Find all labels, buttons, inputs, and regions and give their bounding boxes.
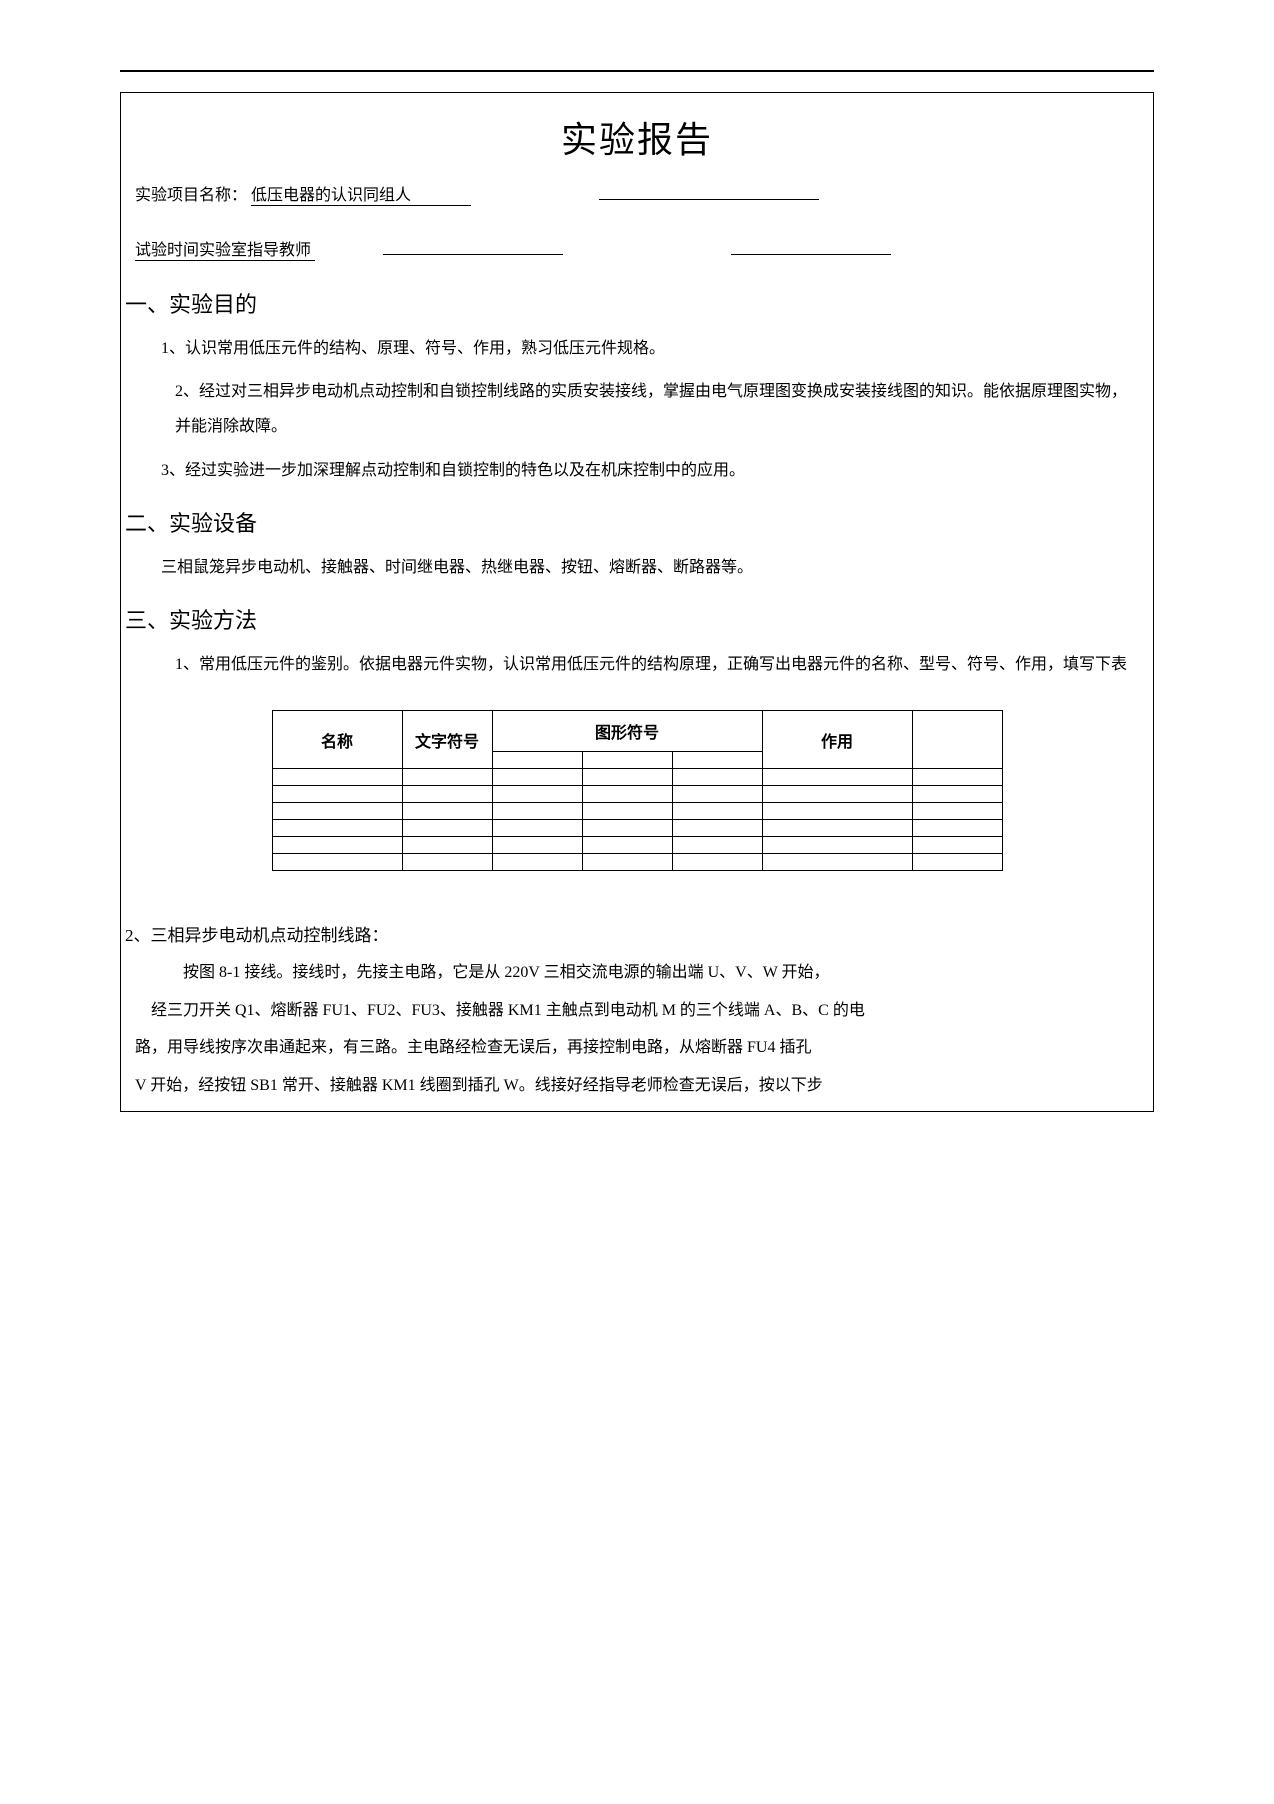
row-label [272,820,402,837]
cell [492,854,582,871]
th-name: 名称 [272,711,402,769]
s1-p3: 3、经过实验进一步加深理解点动控制和自锁控制的特色以及在机床控制中的应用。 [121,449,1153,492]
section-1-title: 一、实验目的 [121,273,1153,327]
s4-p3: 路，用导线按序次串通起来，有三路。主电路经检查无误后，再接控制电路，从熔断器 F… [121,1029,1153,1067]
cell [672,820,762,837]
th-text-symbol: 文字符号 [402,711,492,769]
cell [762,769,912,786]
cell [762,786,912,803]
report-title: 实验报告 [121,93,1153,175]
cell [582,769,672,786]
cell [912,854,1002,871]
time-lab-teacher-label: 试验时间实验室指导教师 [135,236,315,261]
cell [402,854,492,871]
section-4-title: 2、三相异步电动机点动控制线路： [121,901,1153,954]
cell [402,820,492,837]
th-sub3 [672,752,762,769]
cell [762,837,912,854]
cell [912,803,1002,820]
cell [582,803,672,820]
s1-p1: 1、认识常用低压元件的结构、原理、符号、作用，熟习低压元件规格。 [121,327,1153,370]
cell [492,786,582,803]
cell [762,820,912,837]
report-container: 实验报告 实验项目名称： 低压电器的认识同组人 试验时间实验室指导教师 一、实验… [120,92,1154,1112]
s3-p1-text: 1、常用低压元件的鉴别。依据电器元件实物，认识常用低压元件的结构原理，正确写出电… [175,656,1127,673]
cell [402,786,492,803]
cell [762,803,912,820]
th-graph-symbol: 图形符号 [492,711,762,752]
s4-p4: V 开始，经按钮 SB1 常开、接触器 KM1 线圈到插孔 W。线接好经指导老师… [121,1067,1153,1111]
cell [672,769,762,786]
s2-p1: 三相鼠笼异步电动机、接触器、时间继电器、热继电器、按钮、熔断器、断路器等。 [121,546,1153,589]
s1-p2: 2、经过对三相异步电动机点动控制和自锁控制线路的实质安装接线，掌握由电气原理图变… [121,370,1153,448]
th-effect-b [912,711,1002,769]
page-top-rule [120,70,1154,72]
partner-blank [599,182,819,200]
table-row [272,786,1002,803]
th-sub2 [582,752,672,769]
cell [492,820,582,837]
s3-p1: 1、常用低压元件的鉴别。依据电器元件实物，认识常用低压元件的结构原理，正确写出电… [121,643,1153,686]
section-3-title: 三、实验方法 [121,589,1153,643]
th-effect-a: 作用 [762,711,912,769]
cell [582,786,672,803]
cell [492,769,582,786]
project-name-label: 实验项目名称： [135,181,247,205]
row-label [272,837,402,854]
cell [672,854,762,871]
cell [912,820,1002,837]
cell [492,803,582,820]
table-row [272,854,1002,871]
project-name-value: 低压电器的认识同组人 [251,181,471,206]
row-label [272,786,402,803]
cell [672,837,762,854]
component-table: 名称 文字符号 图形符号 作用 [272,710,1003,871]
cell [402,837,492,854]
time-lab-teacher-row: 试验时间实验室指导教师 [121,230,1153,267]
lab-blank [383,237,563,255]
s1-p2-text: 2、经过对三相异步电动机点动控制和自锁控制线路的实质安装接线，掌握由电气原理图变… [175,383,1127,435]
project-name-row: 实验项目名称： 低压电器的认识同组人 [121,175,1153,212]
cell [912,837,1002,854]
cell [582,820,672,837]
row-label [272,769,402,786]
cell [672,786,762,803]
table-row [272,820,1002,837]
s4-p2: 经三刀开关 Q1、熔断器 FU1、FU2、FU3、接触器 KM1 主触点到电动机… [121,992,1153,1030]
cell [912,769,1002,786]
row-label [272,803,402,820]
cell [402,769,492,786]
th-sub1 [492,752,582,769]
table-header-row-1: 名称 文字符号 图形符号 作用 [272,711,1002,752]
table-row [272,769,1002,786]
section-2-title: 二、实验设备 [121,492,1153,546]
table-row [272,803,1002,820]
table-row [272,837,1002,854]
row-label [272,854,402,871]
cell [762,854,912,871]
s4-p1: 按图 8-1 接线。接线时，先接主电路，它是从 220V 三相交流电源的输出端 … [121,954,1153,992]
cell [402,803,492,820]
cell [582,854,672,871]
teacher-blank [731,237,891,255]
cell [582,837,672,854]
cell [672,803,762,820]
cell [492,837,582,854]
cell [912,786,1002,803]
